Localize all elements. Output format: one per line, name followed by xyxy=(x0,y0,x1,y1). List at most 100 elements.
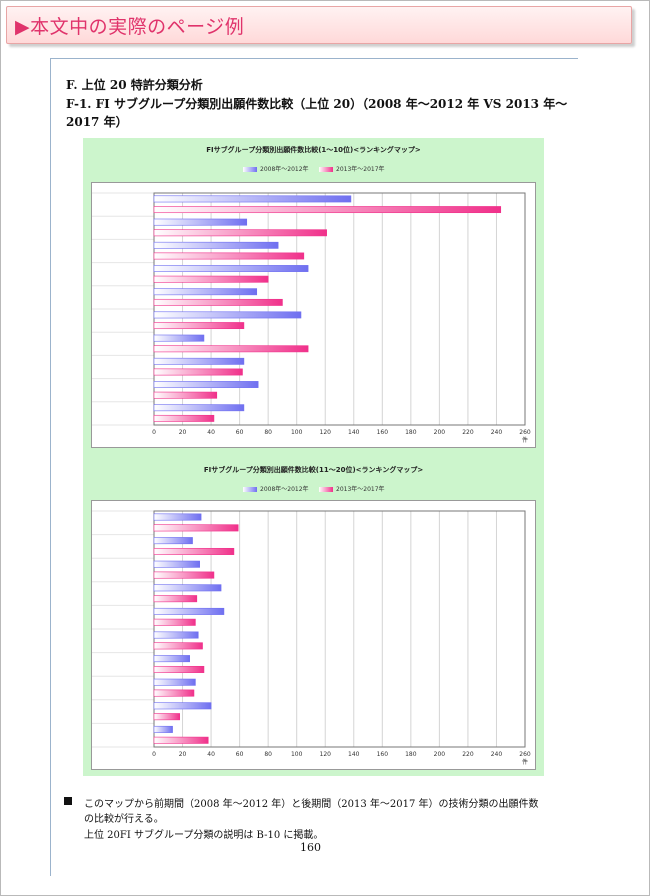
chart-1-legend-item-2: 2013年～2017年 xyxy=(319,164,385,173)
content-left-rule xyxy=(50,58,51,876)
chart-1-title: FIサブグループ分類別出願件数比較(1～10位)<ランキングマップ> xyxy=(206,146,421,154)
note-line-2: の比較が行える。 xyxy=(84,814,164,825)
bar-series-1 xyxy=(153,311,302,319)
bar-series-1 xyxy=(153,702,212,710)
x-tick-label: 120 xyxy=(320,751,332,758)
x-tick-label: 100 xyxy=(291,751,303,758)
x-tick-label: 160 xyxy=(377,751,389,758)
plot-frame xyxy=(153,510,526,748)
chart-2-legend-item-1: 2008年～2012年 xyxy=(243,484,309,493)
chart-2-title: FIサブグループ分類別出願件数比較(11～20位)<ランキングマップ> xyxy=(203,466,424,474)
bar-series-1 xyxy=(153,631,199,639)
plot-frame xyxy=(153,192,526,426)
bar-series-1 xyxy=(153,655,190,663)
x-tick-label: 20 xyxy=(179,429,187,436)
bar-series-1 xyxy=(153,678,196,686)
x-tick-label: 200 xyxy=(434,751,446,758)
bar-series-2 xyxy=(153,595,198,603)
x-tick-label: 80 xyxy=(264,429,272,436)
bar-series-2 xyxy=(153,206,502,214)
bar-series-1 xyxy=(153,218,248,226)
content-top-rule xyxy=(50,58,578,59)
bar-series-2 xyxy=(153,736,209,744)
bar-series-1 xyxy=(153,607,225,615)
bar-series-1 xyxy=(153,725,173,733)
bar-series-2 xyxy=(153,713,180,721)
chart-panel-1: FIサブグループ分類別出願件数比較(1～10位)<ランキングマップ> 2008年… xyxy=(83,138,544,456)
x-tick-label: 0 xyxy=(152,751,156,758)
x-tick-label: 180 xyxy=(405,429,417,436)
chart-1-legend-swatch-2 xyxy=(319,167,333,172)
bar-series-2 xyxy=(153,618,196,626)
bar-series-1 xyxy=(153,288,258,296)
x-tick-label: 140 xyxy=(348,751,360,758)
chart-2-legend-label-2: 2013年～2017年 xyxy=(336,486,385,493)
chart-2-legend-item-2: 2013年～2017年 xyxy=(319,484,385,493)
chart-panel-2: FIサブグループ分類別出願件数比較(11～20位)<ランキングマップ> 2008… xyxy=(83,456,544,776)
bar-series-2 xyxy=(153,642,203,650)
bar-series-2 xyxy=(153,571,215,579)
x-tick-label: 220 xyxy=(462,429,474,436)
x-tick-label: 20 xyxy=(179,751,187,758)
x-axis-unit-label: 件 xyxy=(522,436,528,444)
x-tick-label: 240 xyxy=(491,751,503,758)
chart-1-legend: 2008年～2012年 2013年～2017年 xyxy=(83,164,544,174)
bar-series-1 xyxy=(153,195,352,203)
bar-series-1 xyxy=(153,560,200,568)
section-subheading-line1: F-1. FI サブグループ分類別出願件数比較（上位 20）（2008 年～20… xyxy=(66,97,568,111)
x-tick-label: 100 xyxy=(291,429,303,436)
note-line-3: 上位 20FI サブグループ分類の説明は B-10 に掲載。 xyxy=(84,830,324,841)
bar-series-2 xyxy=(153,252,305,260)
page-number: 160 xyxy=(300,841,321,854)
bar-series-1 xyxy=(153,404,245,412)
x-tick-label: 140 xyxy=(348,429,360,436)
chart-1-plot-area: 0 20 40 60 80 100 120 140 160 180 200 220 240 260 件 xyxy=(91,182,536,448)
chart-2-legend-swatch-2 xyxy=(319,487,333,492)
x-tick-label: 220 xyxy=(462,751,474,758)
bar-series-1 xyxy=(153,265,309,272)
x-tick-label: 160 xyxy=(377,429,389,436)
note-line-1: このマップから前期間（2008 年～2012 年）と後期間（2013 年～201… xyxy=(84,799,539,810)
bar-series-2 xyxy=(153,275,269,283)
bar-series-1 xyxy=(153,334,205,342)
chart-1-legend-label-2: 2013年～2017年 xyxy=(336,166,385,173)
chart-2-legend: 2008年～2012年 2013年～2017年 xyxy=(83,484,544,494)
note-bullet xyxy=(64,797,72,805)
bar-series-1 xyxy=(153,357,245,365)
x-tick-label: 180 xyxy=(405,751,417,758)
section-heading: F. 上位 20 特許分類分析 xyxy=(66,78,203,92)
bar-series-2 xyxy=(153,524,239,532)
bar-series-2 xyxy=(153,322,245,330)
bar-series-2 xyxy=(153,345,309,353)
x-tick-label: 80 xyxy=(264,751,272,758)
x-tick-label: 260 xyxy=(519,429,531,436)
x-tick-label: 260 xyxy=(519,751,531,758)
x-axis-unit-label: 件 xyxy=(522,758,528,766)
bar-series-2 xyxy=(153,229,327,237)
section-subheading-line2: 2017 年） xyxy=(66,115,128,129)
chart-2-legend-label-1: 2008年～2012年 xyxy=(260,486,309,493)
banner-title: ▶本文中の実際のページ例 xyxy=(15,16,245,38)
chart-1-legend-swatch-1 xyxy=(243,167,257,172)
x-tick-label: 120 xyxy=(320,429,332,436)
bar-series-1 xyxy=(153,241,279,249)
bar-series-2 xyxy=(153,689,195,697)
bar-series-2 xyxy=(153,665,205,673)
bar-series-2 xyxy=(153,391,218,399)
x-tick-label: 40 xyxy=(207,429,215,436)
x-tick-label: 60 xyxy=(236,751,244,758)
bar-series-1 xyxy=(153,513,202,521)
x-tick-label: 240 xyxy=(491,429,503,436)
bar-series-1 xyxy=(153,537,193,545)
x-tick-label: 200 xyxy=(434,429,446,436)
x-tick-label: 0 xyxy=(152,429,156,436)
chart-1-legend-label-1: 2008年～2012年 xyxy=(260,166,309,173)
chart-2-legend-swatch-1 xyxy=(243,487,257,492)
header-banner: ▶本文中の実際のページ例 xyxy=(6,6,632,44)
chart-1-legend-item-1: 2008年～2012年 xyxy=(243,164,309,173)
x-tick-label: 60 xyxy=(236,429,244,436)
chart-2-plot-area: 0 20 40 60 80 100 120 140 160 180 200 220 240 260 件 xyxy=(91,500,536,770)
bar-series-2 xyxy=(153,547,235,555)
bar-series-2 xyxy=(153,298,283,306)
